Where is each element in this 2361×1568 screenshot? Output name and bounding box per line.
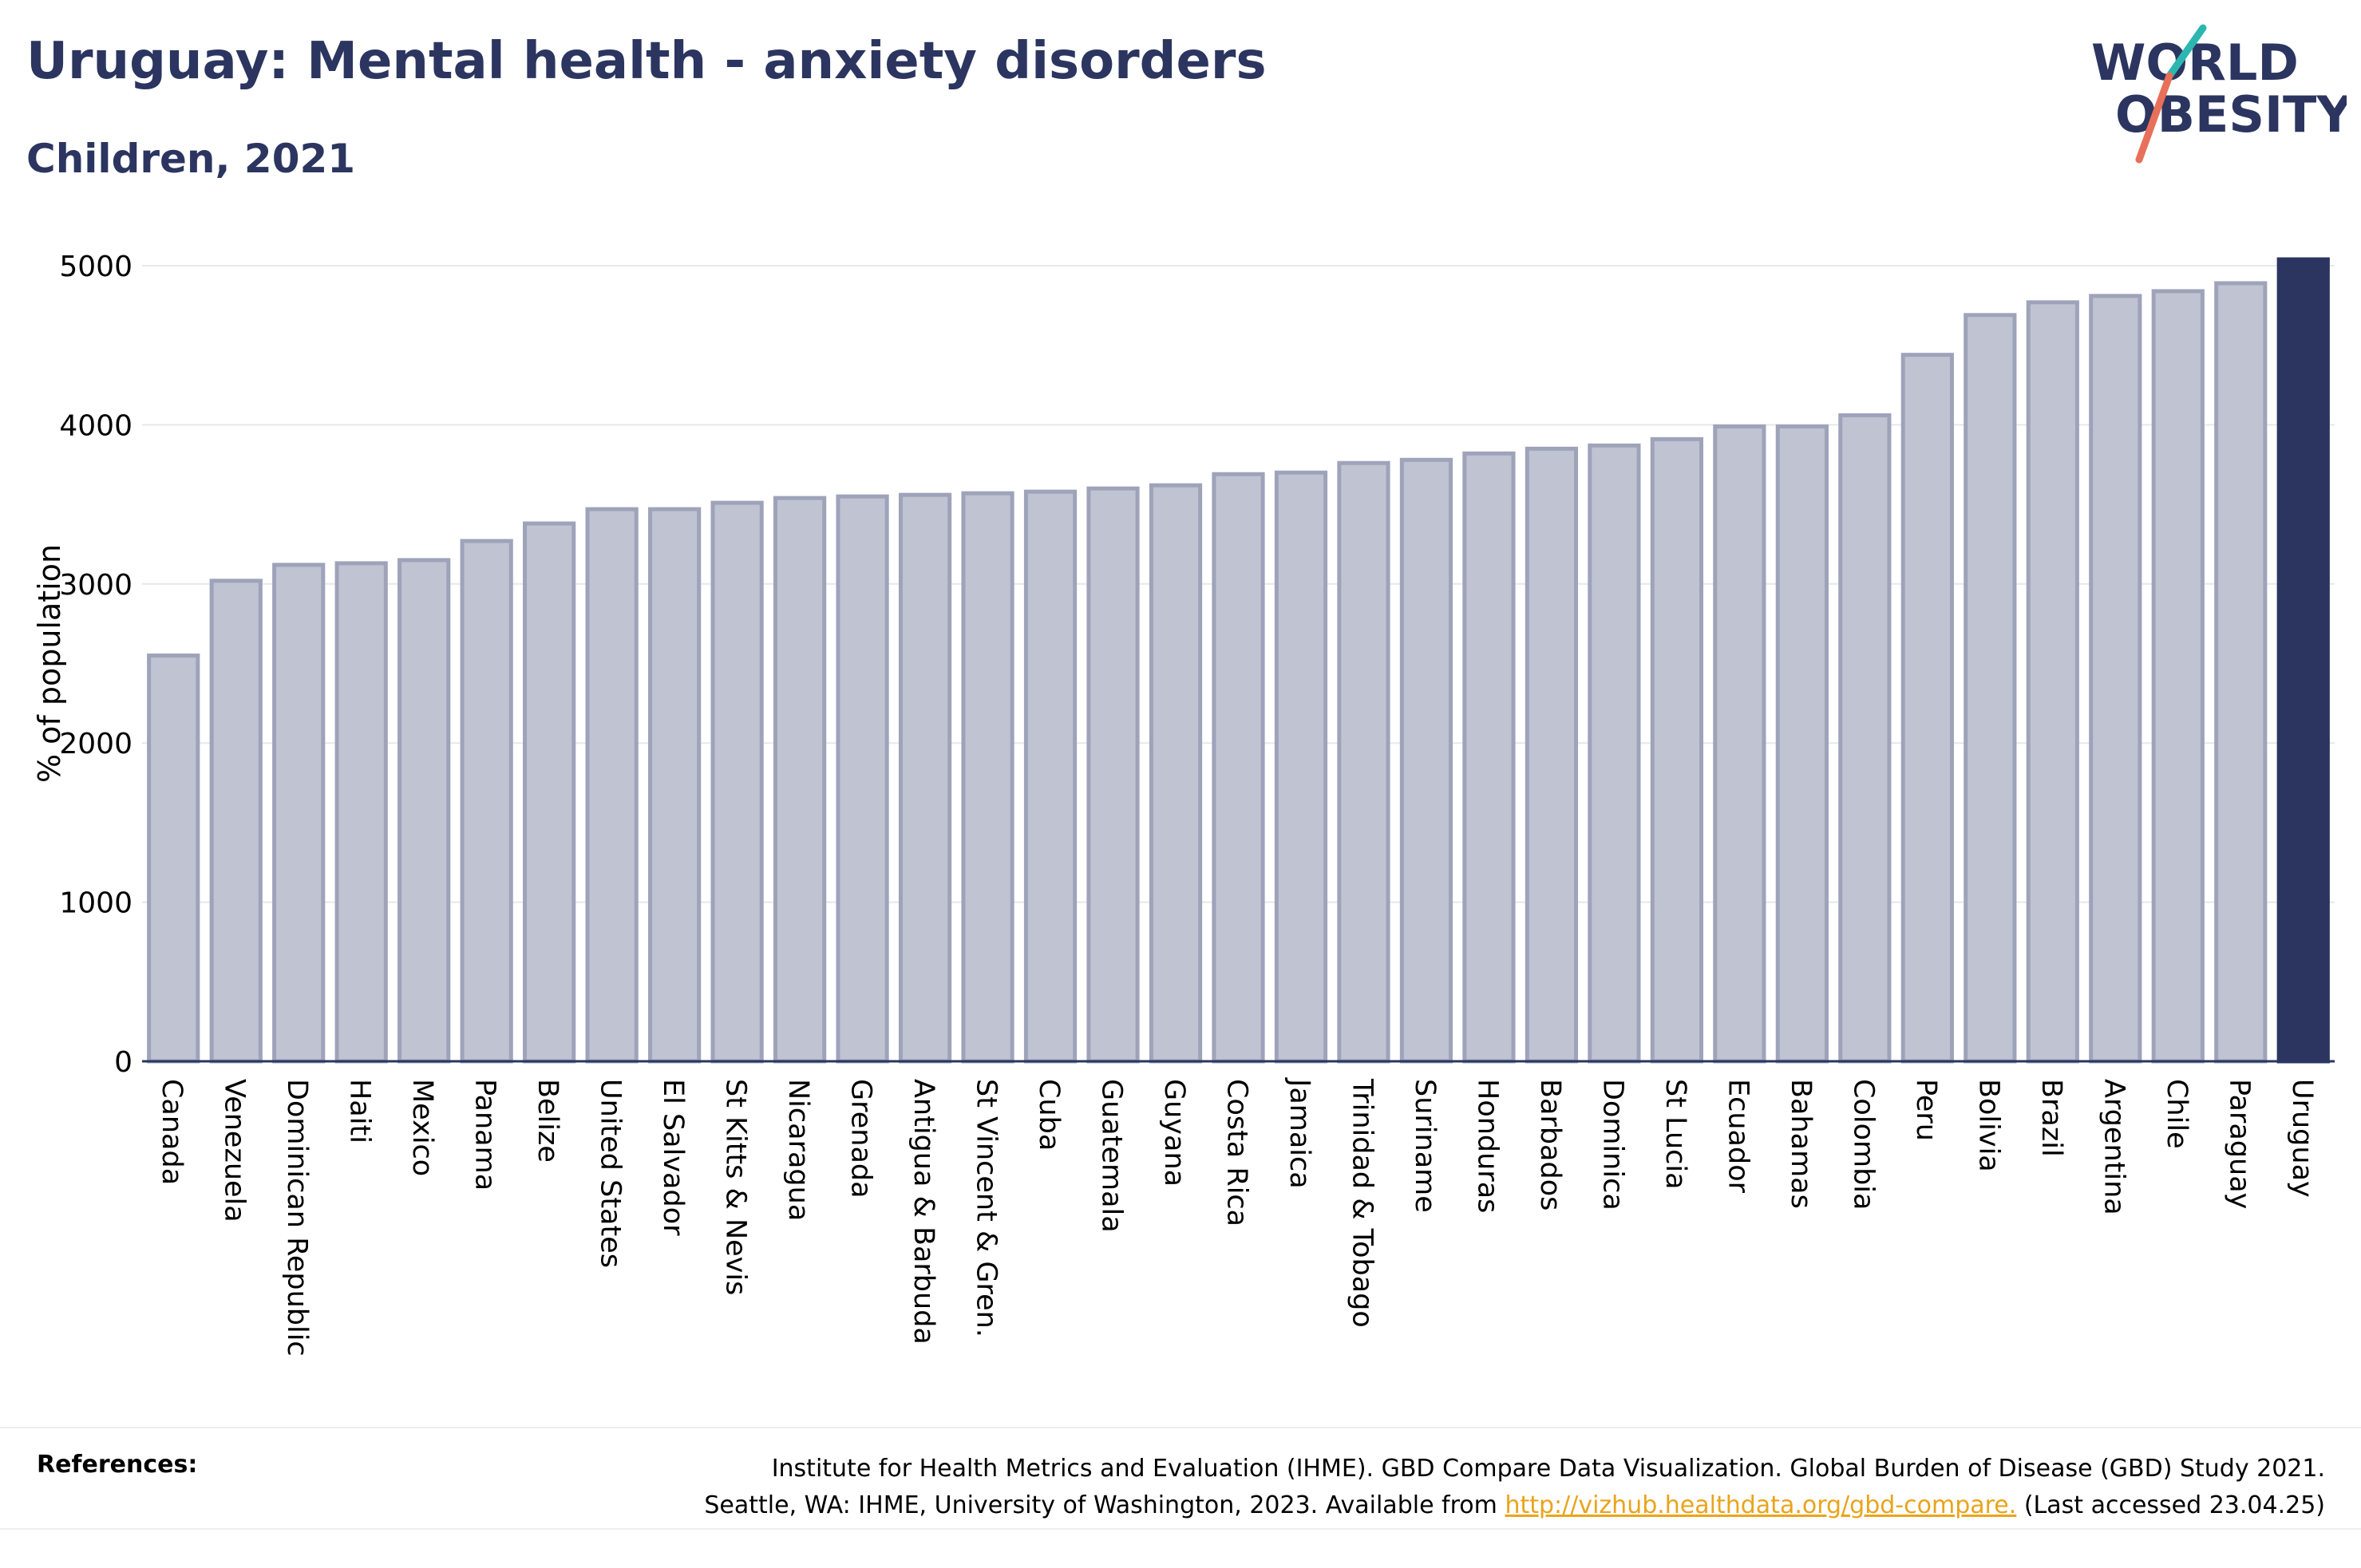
x-tick-label: Nicaragua bbox=[782, 1079, 814, 1221]
bar-costa-rica bbox=[1212, 472, 1265, 1064]
x-tick-label: St Vincent & Gren. bbox=[971, 1079, 1003, 1337]
y-tick-label: 3000 bbox=[59, 569, 132, 602]
bar-el-salvador bbox=[648, 507, 702, 1064]
x-axis-labels: Canada Venezuela Dominican Republic Haiti Me… bbox=[156, 1077, 2318, 1357]
x-tick-label: Suriname bbox=[1409, 1079, 1441, 1213]
x-tick-label: Peru bbox=[1910, 1079, 1942, 1141]
x-tick-label: Uruguay bbox=[2286, 1079, 2318, 1198]
y-tick-label: 2000 bbox=[59, 728, 132, 760]
x-tick-label: Guatemala bbox=[1096, 1079, 1128, 1233]
y-tick-label: 5000 bbox=[59, 251, 132, 283]
chart-subtitle: Children, 2021 bbox=[26, 136, 356, 182]
x-tick-label: Honduras bbox=[1471, 1079, 1503, 1213]
x-tick-label: Trinidad & Tobago bbox=[1346, 1078, 1378, 1328]
x-tick-label: Colombia bbox=[1847, 1079, 1879, 1210]
reference-line-1: Institute for Health Metrics and Evaluat… bbox=[771, 1455, 2325, 1483]
bar-canada bbox=[147, 654, 200, 1064]
bar-jamaica bbox=[1274, 470, 1328, 1064]
bar-barbados bbox=[1525, 446, 1579, 1064]
x-tick-label: Bahamas bbox=[1785, 1079, 1817, 1209]
chart-title: Uruguay: Mental health - anxiety disorde… bbox=[26, 32, 1267, 91]
bar-ecuador bbox=[1713, 424, 1766, 1064]
x-tick-label: Jamaica bbox=[1283, 1077, 1315, 1189]
bar-honduras bbox=[1462, 451, 1516, 1064]
x-tick-label: Argentina bbox=[2098, 1079, 2130, 1215]
logo-slash-coral bbox=[2135, 72, 2173, 164]
bar-st-kitts-nevis bbox=[710, 500, 764, 1064]
x-tick-label: Haiti bbox=[344, 1079, 376, 1143]
bar-grenada bbox=[836, 494, 889, 1064]
x-tick-label: Brazil bbox=[2035, 1079, 2067, 1157]
reference-link[interactable]: http://vizhub.healthdata.org/gbd-compare… bbox=[1505, 1491, 2017, 1519]
x-tick-label: Bolivia bbox=[1972, 1079, 2004, 1172]
x-tick-label: El Salvador bbox=[657, 1079, 689, 1236]
bar-st-vincent-gren- bbox=[961, 491, 1014, 1064]
x-tick-label: Grenada bbox=[845, 1079, 877, 1199]
bar-peru bbox=[1900, 353, 1954, 1064]
references-section: References: Institute for Health Metrics… bbox=[0, 1427, 2361, 1530]
bar-bolivia bbox=[1964, 313, 2017, 1064]
x-tick-label: United States bbox=[595, 1079, 627, 1268]
bar-paraguay bbox=[2214, 281, 2268, 1064]
bar-venezuela bbox=[209, 579, 263, 1064]
y-tick-label: 0 bbox=[114, 1046, 132, 1079]
bar-guyana bbox=[1149, 483, 1203, 1064]
bar-colombia bbox=[1838, 413, 1892, 1064]
x-tick-label: Panama bbox=[469, 1079, 501, 1191]
bar-suriname bbox=[1399, 457, 1453, 1064]
x-tick-label: Guyana bbox=[1158, 1079, 1190, 1187]
bar-united-states bbox=[585, 507, 639, 1064]
reference-line-2-suffix: (Last accessed 23.04.25) bbox=[2023, 1491, 2325, 1519]
references-label: References: bbox=[37, 1451, 198, 1479]
x-tick-label: Canada bbox=[156, 1079, 188, 1185]
bar-haiti bbox=[334, 561, 388, 1064]
bar-uruguay bbox=[2276, 257, 2330, 1064]
y-axis-label: % of population bbox=[32, 544, 67, 783]
bar-dominica bbox=[1588, 443, 1641, 1064]
x-tick-label: Paraguay bbox=[2223, 1079, 2255, 1209]
bar-dominican-republic bbox=[272, 563, 326, 1064]
x-tick-label: St Lucia bbox=[1659, 1079, 1691, 1190]
x-tick-label: Dominican Republic bbox=[281, 1079, 313, 1357]
x-tick-label: Mexico bbox=[406, 1079, 438, 1176]
bar-st-lucia bbox=[1650, 436, 1704, 1064]
bar-guatemala bbox=[1086, 486, 1140, 1064]
bar-chile bbox=[2151, 289, 2205, 1064]
bar-brazil bbox=[2026, 300, 2079, 1064]
bar-mexico bbox=[397, 558, 451, 1064]
x-tick-label: St Kitts & Nevis bbox=[720, 1079, 752, 1295]
y-tick-label: 4000 bbox=[59, 409, 132, 442]
x-tick-label: Costa Rica bbox=[1221, 1079, 1253, 1226]
bar-panama bbox=[460, 539, 513, 1064]
x-tick-label: Cuba bbox=[1033, 1079, 1065, 1151]
x-tick-label: Barbados bbox=[1534, 1079, 1566, 1211]
x-tick-label: Antigua & Barbuda bbox=[908, 1079, 939, 1345]
x-tick-label: Belize bbox=[532, 1079, 564, 1163]
reference-line-2-prefix: Seattle, WA: IHME, University of Washing… bbox=[704, 1491, 1497, 1519]
x-tick-label: Chile bbox=[2161, 1079, 2193, 1149]
bar-antigua-barbuda bbox=[898, 492, 952, 1064]
bar-trinidad-tobago bbox=[1337, 460, 1390, 1064]
world-obesity-logo: WORLD OBESITY bbox=[2091, 24, 2347, 164]
x-tick-label: Dominica bbox=[1596, 1079, 1628, 1211]
x-tick-label: Ecuador bbox=[1722, 1079, 1754, 1194]
y-axis-ticks: 0 1000 2000 3000 4000 5000 bbox=[59, 251, 132, 1079]
bar-nicaragua bbox=[773, 496, 827, 1064]
bar-bahamas bbox=[1775, 424, 1829, 1064]
logo-slash-teal bbox=[2165, 24, 2207, 80]
bar-cuba bbox=[1023, 489, 1078, 1064]
x-tick-label: Venezuela bbox=[219, 1079, 251, 1222]
y-tick-label: 1000 bbox=[59, 887, 132, 920]
bars bbox=[147, 257, 2330, 1064]
references-text: Institute for Health Metrics and Evaluat… bbox=[704, 1451, 2325, 1524]
bar-belize bbox=[523, 521, 576, 1064]
bar-argentina bbox=[2089, 294, 2142, 1064]
bar-chart: 0 1000 2000 3000 4000 5000 Canada Venezuela Dom… bbox=[32, 251, 2335, 1357]
